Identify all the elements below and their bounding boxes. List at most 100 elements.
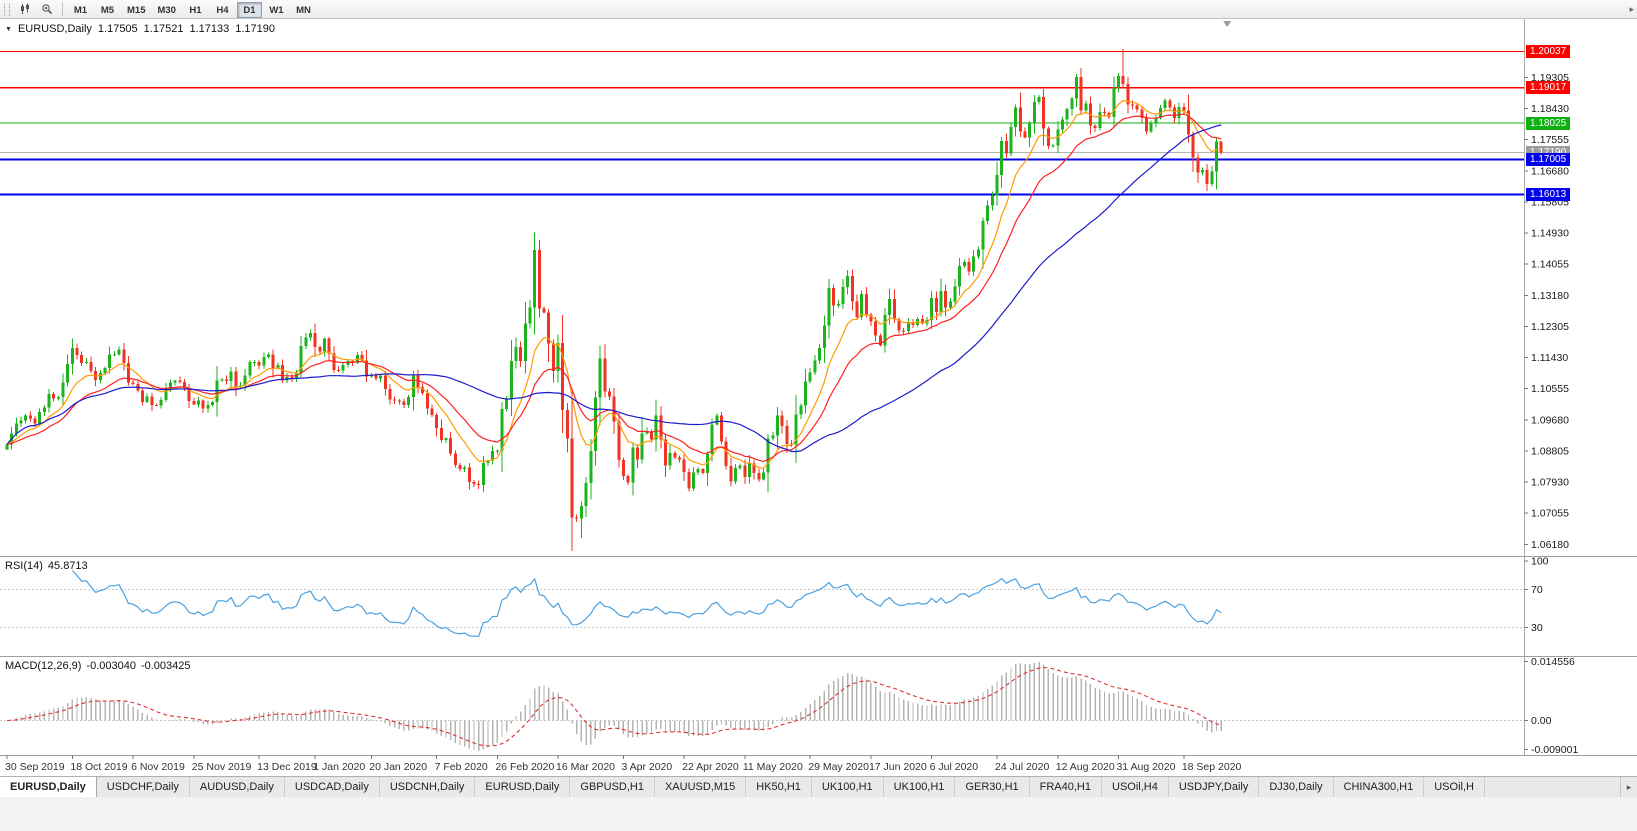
chart-header: ▼ EURUSD,Daily 1.17505 1.17521 1.17133 1… <box>5 23 275 35</box>
date-label: 18 Sep 2020 <box>1182 761 1242 773</box>
candlestick-glyph <box>21 3 29 14</box>
magnifier-glyph <box>42 4 53 15</box>
date-label: 24 Jul 2020 <box>995 761 1049 773</box>
chart-tab-UK100-H1[interactable]: UK100,H1 <box>884 777 956 797</box>
timeframe-toolbar: M1 M5 M15 M30 H1 H4 D1 W1 MN ▸ <box>0 0 1637 19</box>
timeframe-button-H4[interactable]: H4 <box>210 2 235 18</box>
macd-pane-header: MACD(12,26,9) -0.003040 -0.003425 <box>5 660 196 672</box>
chart-tab-USDCNH-Daily[interactable]: USDCNH,Daily <box>380 777 476 797</box>
price-axis-label: 1.19305 <box>1531 72 1569 84</box>
toolbar-overflow-icon[interactable]: ▸ <box>1629 3 1634 14</box>
price-axis-label: 1.14055 <box>1531 259 1569 271</box>
timeframe-button-M5[interactable]: M5 <box>95 2 120 18</box>
date-label: 3 Apr 2020 <box>621 761 672 773</box>
chart-tabs-bar: EURUSD,Daily USDCHF,Daily AUDUSD,Daily USDC… <box>0 776 1637 797</box>
chart-tab-USOil-H[interactable]: USOil,H <box>1424 777 1485 797</box>
chart-tab-AUDUSD-Daily[interactable]: AUDUSD,Daily <box>190 777 285 797</box>
rsi-axis-label: 100 <box>1531 556 1549 568</box>
ohlc-open: 1.17505 <box>97 23 138 35</box>
date-label: 17 Jun 2020 <box>869 761 927 773</box>
ma-line-sma50 <box>6 124 1222 453</box>
price-axis-label: 1.07055 <box>1531 508 1569 520</box>
timeframe-button-M1[interactable]: M1 <box>68 2 93 18</box>
candlestick-chart-icon[interactable] <box>15 1 35 17</box>
chart-tab-DJ30-Daily[interactable]: DJ30,Daily <box>1259 777 1334 797</box>
date-label: 11 May 2020 <box>743 761 803 773</box>
zoom-in-icon[interactable] <box>37 1 57 17</box>
price-axis-label: 1.06180 <box>1531 539 1569 551</box>
price-axis-label: 1.16680 <box>1531 165 1569 177</box>
one-click-trading-expander-icon[interactable]: ▼ <box>5 25 12 33</box>
chart-window: 1.19305 1.18430 1.17555 1.16680 1.15805 1.149… <box>0 19 1637 776</box>
date-label: 31 Aug 2020 <box>1116 761 1175 773</box>
timeframe-button-H1[interactable]: H1 <box>183 2 208 18</box>
chart-tab-EURUSD-Daily[interactable]: EURUSD,Daily <box>475 777 571 797</box>
chart-tab-XAUUSD-M15[interactable]: XAUUSD,M15 <box>655 777 747 797</box>
chart-tab-HK50-H1[interactable]: HK50,H1 <box>746 777 812 797</box>
macd-value: -0.003040 <box>86 660 136 672</box>
price-axis-label: 1.08805 <box>1531 445 1569 457</box>
chart-tab-USDCAD-Daily[interactable]: USDCAD,Daily <box>285 777 380 797</box>
level-price-badge: 1.16013 <box>1526 188 1571 202</box>
level-price-badge: 1.17005 <box>1526 152 1571 166</box>
timeframe-button-M30[interactable]: M30 <box>152 2 180 18</box>
macd-histogram <box>11 662 1222 751</box>
rsi-pane-header: RSI(14) 45.8713 <box>5 560 93 572</box>
price-axis-label: 1.14930 <box>1531 228 1569 240</box>
macd-axis-label: 0.014556 <box>1531 656 1575 668</box>
date-label: 1 Jan 2020 <box>313 761 365 773</box>
date-label: 13 Dec 2019 <box>257 761 317 773</box>
price-axis-label: 1.09680 <box>1531 414 1569 426</box>
chart-tab-EURUSD-Daily[interactable]: EURUSD,Daily <box>0 777 97 797</box>
timeframe-button-MN[interactable]: MN <box>291 2 316 18</box>
ohlc-close: 1.17190 <box>235 23 275 35</box>
date-label: 22 Apr 2020 <box>682 761 739 773</box>
timeframe-button-M15[interactable]: M15 <box>122 2 150 18</box>
toolbar-separator <box>62 2 63 16</box>
date-label: 20 Jan 2020 <box>369 761 427 773</box>
timeframe-button-D1[interactable]: D1 <box>236 2 262 19</box>
chart-symbol-period: EURUSD,Daily <box>17 23 92 35</box>
price-axis-label: 1.11430 <box>1531 352 1568 364</box>
price-axis-label: 1.13180 <box>1531 290 1569 302</box>
macd-signal-line <box>6 666 1222 747</box>
timeframe-button-W1[interactable]: W1 <box>264 2 289 18</box>
rsi-value: 45.8713 <box>47 560 88 572</box>
level-price-badge: 1.19017 <box>1526 81 1571 95</box>
date-label: 16 Mar 2020 <box>556 761 615 773</box>
chart-tab-FRA40-H1[interactable]: FRA40,H1 <box>1030 777 1102 797</box>
date-label: 26 Feb 2020 <box>495 761 554 773</box>
price-axis-label: 1.17555 <box>1531 134 1569 146</box>
price-axis-label: 1.10555 <box>1531 383 1569 395</box>
macd-label: MACD(12,26,9) <box>5 660 82 672</box>
rsi-line <box>71 570 1222 637</box>
chart-tab-CHINA300-H1[interactable]: CHINA300,H1 <box>1334 777 1425 797</box>
chart-tab-GER30-H1[interactable]: GER30,H1 <box>955 777 1030 797</box>
ohlc-high: 1.17521 <box>143 23 184 35</box>
chart-tab-USOil-H4[interactable]: USOil,H4 <box>1102 777 1169 797</box>
price-axis-label: 1.12305 <box>1531 321 1569 333</box>
chart-tab-USDCHF-Daily[interactable]: USDCHF,Daily <box>97 777 190 797</box>
chart-canvas[interactable]: 1.193051.184301.175551.166801.158051.149… <box>0 19 1637 776</box>
chart-tab-USDJPY-Daily[interactable]: USDJPY,Daily <box>1169 777 1260 797</box>
level-price-badge: 1.18025 <box>1526 116 1571 130</box>
ohlc-low: 1.17133 <box>189 23 230 35</box>
chart-tabs: EURUSD,Daily USDCHF,Daily AUDUSD,Daily USDC… <box>0 777 1621 797</box>
macd-signal-value: -0.003425 <box>140 660 191 672</box>
tab-scroll-right-icon[interactable]: ▸ <box>1620 777 1637 797</box>
date-label: 6 Jul 2020 <box>930 761 979 773</box>
rsi-label: RSI(14) <box>5 560 43 572</box>
toolbar-grip[interactable] <box>4 2 10 16</box>
date-label: 25 Nov 2019 <box>192 761 252 773</box>
rsi-axis-label: 70 <box>1531 584 1543 596</box>
chart-shift-marker[interactable] <box>1223 21 1232 27</box>
timeframe-buttons: M1 M5 M15 M30 H1 H4 D1 W1 MN <box>67 0 317 19</box>
chart-tab-GBPUSD-H1[interactable]: GBPUSD,H1 <box>570 777 655 797</box>
date-label: 6 Nov 2019 <box>131 761 185 773</box>
price-axis-label: 1.07930 <box>1531 477 1569 489</box>
macd-axis-label: 0.00 <box>1531 715 1552 727</box>
date-label: 29 May 2020 <box>808 761 869 773</box>
chart-tab-UK100-H1[interactable]: UK100,H1 <box>812 777 884 797</box>
date-label: 30 Sep 2019 <box>5 761 65 773</box>
